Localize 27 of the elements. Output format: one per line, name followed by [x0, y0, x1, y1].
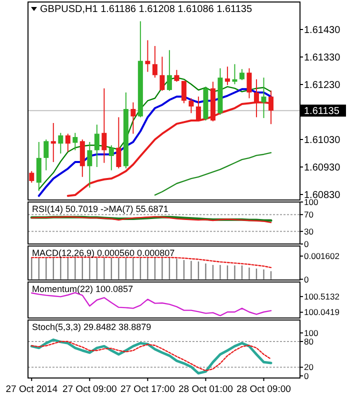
x-tick-label: 27 Oct 09:00: [62, 384, 117, 395]
y-tick-label: 0: [304, 238, 309, 249]
x-tick-label: 27 Oct 2014: [6, 384, 58, 395]
y-tick-label: 1.61030: [304, 135, 341, 146]
y-tick-label: 80: [304, 336, 314, 346]
x-tick-label: 28 Oct 09:00: [236, 384, 291, 395]
y-tick-label: 100.0419: [304, 307, 340, 318]
y-tick-label: 20: [304, 362, 314, 372]
ref-line-label: 1.61135: [304, 106, 340, 118]
chart-title: MACD(12,26,9) 0.000560 0.000807: [32, 248, 175, 258]
y-tick-label: 0.001602: [304, 251, 340, 262]
y-tick-label: 1.60930: [304, 162, 341, 174]
y-tick-label: 0: [304, 370, 309, 381]
x-tick-label: 28 Oct 01:00: [178, 384, 233, 395]
y-tick-label: 1.61230: [304, 80, 341, 91]
chart-title: GBPUSD,H1 1.61186 1.61208 1.61086 1.61135: [40, 4, 252, 15]
y-tick-label: 30: [304, 226, 314, 236]
chart-title: RSI(14) 50.7019 ->MA(7) 55.6871: [32, 204, 168, 214]
chart-title: Momentum(22) 100.0857: [32, 284, 134, 294]
y-tick-label: 100: [304, 328, 318, 338]
y-tick-label: 70: [304, 210, 314, 220]
x-tick-label: 27 Oct 17:00: [120, 384, 175, 395]
y-tick-label: 100.5132: [304, 292, 340, 302]
y-tick-label: 0: [304, 274, 309, 284]
chart-title: Stoch(5,3,3) 29.8482 38.8879: [32, 322, 152, 332]
y-tick-label: 1.61430: [304, 25, 341, 36]
y-tick-label: 1.61330: [304, 52, 341, 64]
